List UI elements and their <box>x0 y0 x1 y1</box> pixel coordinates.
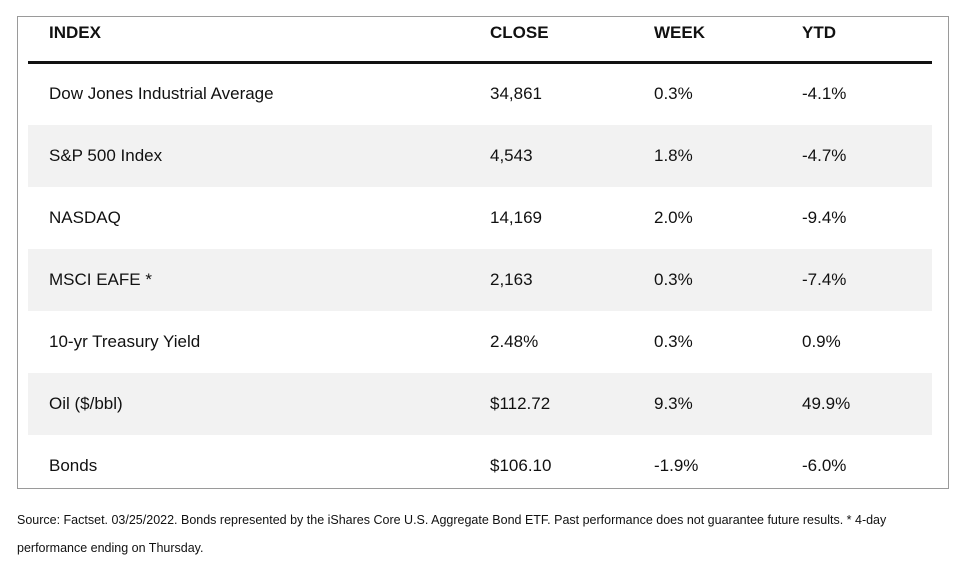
week-change: 0.3% <box>654 332 693 351</box>
table-row: Bonds $106.10 -1.9% -6.0% <box>28 435 932 497</box>
table-header: INDEX CLOSE WEEK YTD <box>28 17 932 64</box>
ytd-change: -7.4% <box>802 270 847 289</box>
index-name: 10-yr Treasury Yield <box>49 332 201 351</box>
index-name: NASDAQ <box>49 208 121 227</box>
table-row: Oil ($/bbl) $112.72 9.3% 49.9% <box>28 373 932 435</box>
index-name: Dow Jones Industrial Average <box>49 84 274 103</box>
header-index: INDEX <box>49 23 101 42</box>
table-row: 10-yr Treasury Yield 2.48% 0.3% 0.9% <box>28 311 932 373</box>
close-value: 4,543 <box>490 146 533 165</box>
index-name: Oil ($/bbl) <box>49 394 123 413</box>
ytd-change: -9.4% <box>802 208 847 227</box>
table-row: NASDAQ 14,169 2.0% -9.4% <box>28 187 932 249</box>
week-change: -1.9% <box>654 456 699 475</box>
source-footnote: Source: Factset. 03/25/2022. Bonds repre… <box>17 513 887 555</box>
table-row: S&P 500 Index 4,543 1.8% -4.7% <box>28 125 932 187</box>
close-value: 14,169 <box>490 208 542 227</box>
close-value: 2,163 <box>490 270 533 289</box>
table-row: Dow Jones Industrial Average 34,861 0.3% -4… <box>28 63 932 125</box>
week-change: 9.3% <box>654 394 693 413</box>
week-change: 1.8% <box>654 146 693 165</box>
ytd-change: -6.0% <box>802 456 847 475</box>
ytd-change: -4.7% <box>802 146 847 165</box>
week-change: 0.3% <box>654 84 693 103</box>
close-value: 2.48% <box>490 332 539 351</box>
ytd-change: -4.1% <box>802 84 847 103</box>
close-value: $112.72 <box>490 394 551 413</box>
index-name: S&P 500 Index <box>49 146 163 165</box>
table-row: MSCI EAFE * 2,163 0.3% -7.4% <box>28 249 932 311</box>
header-week: WEEK <box>654 23 705 42</box>
header-ytd: YTD <box>802 23 836 42</box>
ytd-change: 49.9% <box>802 394 851 413</box>
index-name: Bonds <box>49 456 98 475</box>
header-close: CLOSE <box>490 23 549 42</box>
ytd-change: 0.9% <box>802 332 841 351</box>
index-name: MSCI EAFE * <box>49 270 152 289</box>
week-change: 0.3% <box>654 270 693 289</box>
week-change: 2.0% <box>654 208 693 227</box>
close-value: 34,861 <box>490 84 542 103</box>
market-index-table: INDEX CLOSE WEEK YTD Dow Jones Industria… <box>17 16 949 489</box>
close-value: $106.10 <box>490 456 552 475</box>
